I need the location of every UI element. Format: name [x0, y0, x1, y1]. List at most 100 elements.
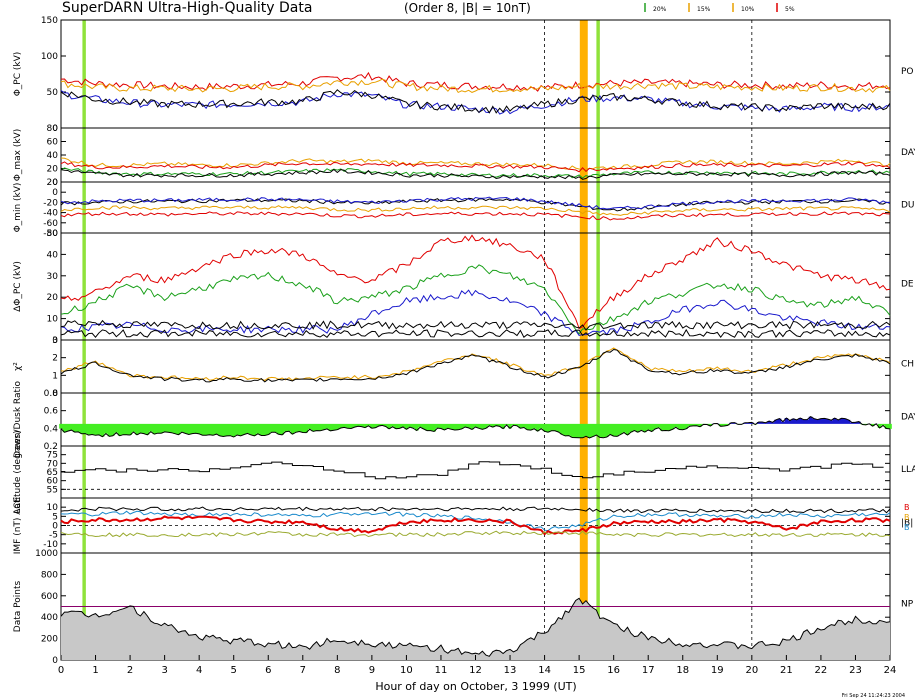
x-tick-label: 10 [400, 665, 413, 676]
x-tick-label: 6 [265, 665, 271, 676]
y-tick-label: 0 [52, 522, 58, 532]
y-tick-label: 400 [41, 613, 58, 623]
series-phi-min-2 [60, 205, 891, 216]
y-tick-label: 70 [47, 459, 59, 469]
series-delta-phi-pc-3 [60, 319, 891, 331]
y-axis-label: Latitude (degrees) [13, 430, 23, 513]
y-tick-label: 40 [47, 250, 59, 260]
y-tick-label: -20 [43, 198, 58, 208]
y-tick-label: 30 [47, 272, 59, 282]
y-tick-label: 0 [52, 178, 58, 188]
y-tick-label: 1000 [35, 549, 58, 559]
y-tick-label: 0.2 [44, 442, 58, 452]
x-tick-label: 22 [815, 665, 828, 676]
series-phi-min-0 [60, 197, 891, 212]
x-tick-label: 8 [334, 665, 340, 676]
side-label: B [904, 503, 910, 512]
series-phi-max-0 [60, 157, 891, 171]
y-tick-label: 5 [52, 512, 58, 522]
y-tick-label: 0 [52, 656, 58, 666]
legend-label: 5% [785, 6, 795, 13]
series-phi-pc-3 [60, 89, 891, 114]
right-label: CH [901, 360, 914, 370]
y-tick-label: 10 [47, 503, 59, 513]
y-axis-label: Φ_max (kV) [13, 129, 23, 181]
y-tick-label: 0.4 [44, 424, 59, 434]
right-label: PO [901, 67, 914, 77]
right-label: NP [901, 600, 914, 610]
y-tick-label: -5 [49, 531, 58, 541]
series-ratio-0 [60, 415, 891, 439]
legend: 20% 15% 10% 5% [644, 3, 795, 13]
series-phi-max-2 [60, 167, 891, 179]
x-tick-label: 21 [780, 665, 793, 676]
y-tick-label: 0 [52, 124, 58, 134]
chart-subtitle: (Order 8, |B| = 10nT) [404, 1, 531, 15]
legend-label: 15% [697, 6, 711, 13]
y-axis-label: Dawn/Dusk Ratio [13, 380, 23, 458]
y-tick-label: 600 [41, 592, 58, 602]
series-delta-phi-pc-0 [60, 234, 891, 330]
x-tick-label: 7 [300, 665, 306, 676]
panel-frame [60, 445, 891, 499]
y-tick-label: 80 [47, 124, 59, 134]
panel-frame [60, 19, 891, 129]
panel-frame [60, 232, 891, 341]
y-tick-label: 20 [47, 178, 59, 188]
y-tick-label: -80 [43, 229, 58, 239]
y-tick-label: 60 [47, 477, 59, 487]
x-tick-label: 24 [884, 665, 897, 676]
x-tick-label: 17 [642, 665, 655, 676]
y-tick-label: 100 [41, 52, 58, 62]
x-tick-label: 14 [538, 665, 551, 676]
series-delta-phi-pc-4 [60, 328, 891, 339]
y-tick-label: 60 [47, 138, 59, 148]
right-label: DU [901, 201, 915, 211]
panel-frame [60, 181, 891, 234]
y-tick-label: 200 [41, 635, 58, 645]
series-delta-phi-pc-2 [60, 289, 891, 336]
panel-delta-phi-pc: 50 40 30 20 10 0 ΔΦ_PC (kV) DE [13, 229, 914, 346]
y-tick-label: 0 [52, 389, 58, 399]
x-tick-label: 2 [127, 665, 133, 676]
y-tick-label: 55 [47, 485, 58, 495]
series-delta-phi-pc-1 [60, 264, 891, 335]
right-label: LLA [901, 465, 915, 475]
series-chi-0 [60, 347, 891, 382]
y-tick-label: 75 [47, 451, 58, 461]
series-points-0 [60, 597, 891, 657]
series-phi-min-1 [60, 196, 891, 210]
x-tick-label: 13 [504, 665, 517, 676]
y-tick-label: 0 [52, 188, 58, 198]
y-tick-label: 50 [47, 229, 59, 239]
y-tick-label: -10 [43, 540, 58, 550]
y-tick-label: 20 [47, 165, 59, 175]
x-tick-label: 3 [161, 665, 167, 676]
y-tick-label: 65 [47, 468, 58, 478]
right-label: DE [901, 280, 914, 290]
y-tick-label: 0.6 [44, 407, 59, 417]
y-tick-label: 40 [47, 151, 59, 161]
panel-phi-min: 200-20-40-60-80Φ_min (kV) DU [13, 178, 915, 239]
side-label: B [904, 513, 910, 522]
x-tick-label: 18 [676, 665, 689, 676]
x-tick-label: 4 [196, 665, 202, 676]
series-latitude-0 [61, 461, 884, 480]
panel-ratio: 0.8 0.6 0.4 0.2 Dawn/Dusk Ratio DAY [13, 380, 915, 458]
right-label: DAY [901, 148, 915, 158]
y-tick-label: 50 [47, 88, 59, 98]
series-phi-max-3 [60, 168, 891, 180]
x-tick-label: 1 [92, 665, 98, 676]
panel-points: 1000 800 600 400 200 0 Data Points NP [13, 549, 914, 666]
y-tick-label: -40 [43, 209, 58, 219]
y-tick-label: -60 [43, 219, 58, 229]
y-axis-label: Data Points [13, 580, 23, 632]
right-label: DAY [901, 413, 915, 423]
timestamp: Fri Sep 24 11:24:23 2004 [842, 693, 905, 699]
